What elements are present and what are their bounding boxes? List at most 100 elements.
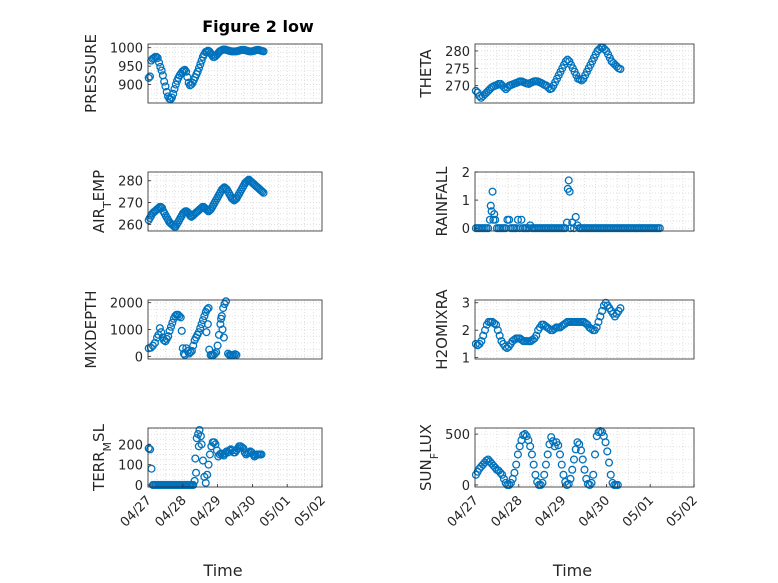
- y-tick-label: 0: [462, 222, 470, 237]
- data-point: [596, 312, 605, 321]
- data-point: [578, 455, 587, 464]
- data-point: [545, 324, 554, 333]
- x-tick-label: 05/01: [257, 493, 294, 530]
- data-point: [565, 187, 574, 196]
- data-point: [167, 93, 176, 102]
- data-point: [540, 470, 549, 479]
- data-point: [496, 468, 505, 477]
- axis-box: [474, 427, 695, 488]
- data-point: [204, 460, 213, 469]
- data-point: [477, 337, 486, 346]
- figure-title: Figure 2 low: [202, 17, 314, 36]
- data-point: [566, 224, 575, 233]
- axis-box: [147, 427, 323, 488]
- data-point: [592, 323, 601, 332]
- data-point: [196, 324, 205, 333]
- data-point: [616, 64, 625, 74]
- data-point: [587, 478, 596, 487]
- data-point: [186, 211, 195, 220]
- data-point: [547, 433, 556, 442]
- data-point: [190, 476, 199, 485]
- data-point: [561, 224, 570, 233]
- data-point: [517, 335, 526, 344]
- x-tick-label: 05/01: [620, 493, 657, 530]
- data-point: [204, 303, 213, 313]
- y-tick-label: 200: [118, 438, 143, 453]
- y-tick-label: 1000: [110, 42, 143, 57]
- y-tick-label: 500: [445, 428, 470, 443]
- chart-panel-pressure: 900 950 1000 PRESSURE: [82, 34, 323, 113]
- data-point: [582, 474, 591, 483]
- y-axis-label: TERRMSL: [90, 423, 114, 492]
- data-point: [517, 215, 526, 224]
- chart-panel-h2omixra: 1 2 3 H2OMIXRA: [433, 289, 695, 370]
- data-point: [571, 212, 580, 222]
- data-point: [213, 341, 222, 350]
- data-point: [144, 444, 153, 453]
- axis-box: [474, 171, 695, 232]
- data-point: [197, 440, 206, 449]
- data-point: [194, 63, 204, 73]
- data-point: [153, 53, 162, 63]
- y-tick-label: 270: [118, 197, 143, 212]
- data-point: [580, 465, 589, 474]
- y-axis-label: PRESSURE: [82, 34, 100, 113]
- data-point: [527, 450, 536, 459]
- data-point: [156, 62, 165, 71]
- data-point: [655, 224, 664, 233]
- data-point: [522, 432, 531, 441]
- axis-box: [147, 43, 323, 104]
- data-point: [544, 83, 553, 92]
- data-point: [210, 438, 219, 447]
- data-point: [215, 450, 224, 459]
- data-point: [192, 434, 201, 443]
- data-point: [486, 201, 495, 210]
- y-tick-label: 0: [135, 350, 143, 365]
- data-point: [193, 67, 202, 76]
- data-point: [196, 60, 205, 69]
- data-point: [491, 320, 501, 329]
- data-point: [603, 447, 612, 456]
- data-point: [512, 460, 521, 469]
- data-point: [259, 188, 268, 197]
- data-point: [505, 480, 514, 490]
- axis-box: [474, 43, 695, 104]
- data-point: [561, 319, 570, 328]
- data-point: [176, 313, 185, 322]
- x-tick-label: 04/29: [187, 493, 224, 530]
- chart-panel-theta: 270 275 280 THETA: [417, 43, 695, 104]
- x-tick-label: 04/30: [222, 493, 259, 530]
- data-point: [146, 343, 155, 352]
- data-point: [200, 312, 209, 321]
- data-point: [564, 176, 573, 185]
- x-tick-label: 04/28: [153, 493, 190, 530]
- y-tick-label: 280: [445, 45, 470, 60]
- chart-panel-rainfall: 0 1 2 RAINFALL: [433, 166, 695, 237]
- y-tick-label: 260: [118, 218, 143, 233]
- y-axis-label: RAINFALL: [433, 166, 451, 237]
- data-point: [520, 430, 529, 439]
- data-point: [145, 72, 155, 81]
- data-point: [506, 478, 515, 487]
- y-tick-label: 3: [462, 297, 470, 312]
- y-tick-label: 0: [462, 479, 470, 494]
- data-point: [490, 319, 499, 328]
- data-point: [186, 348, 195, 357]
- y-tick-label: 2000: [110, 297, 143, 312]
- data-point: [168, 318, 177, 327]
- x-tick-label: 05/02: [664, 493, 701, 530]
- data-point: [499, 474, 508, 483]
- data-point: [259, 47, 268, 56]
- data-point: [543, 450, 552, 459]
- data-point: [531, 470, 540, 479]
- data-point: [526, 442, 535, 451]
- data-point: [484, 224, 493, 233]
- y-tick-label: 1: [462, 352, 470, 367]
- data-point: [219, 303, 228, 313]
- data-point: [513, 215, 522, 224]
- data-point: [146, 445, 155, 454]
- data-point: [495, 331, 504, 340]
- y-axis-label: SUNFLUX: [417, 424, 441, 491]
- data-point: [202, 328, 211, 337]
